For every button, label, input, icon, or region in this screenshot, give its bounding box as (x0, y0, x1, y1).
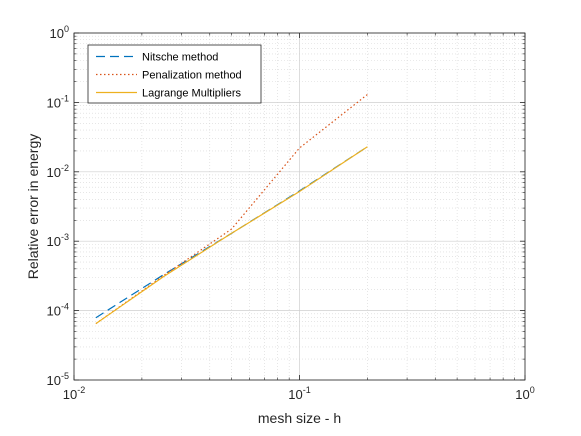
legend: Nitsche method Penalization method Lagra… (87, 44, 262, 104)
y-tick-label: 10-2 (47, 163, 69, 180)
series-line-penalization (95, 94, 368, 325)
x-tick-label: 10-2 (63, 385, 85, 402)
y-axis-label: Relative error in energy (25, 134, 41, 280)
legend-label-nitsche: Nitsche method (142, 52, 218, 64)
x-tick-labels: 10-2 10-1 100 (63, 385, 535, 402)
y-tick-label: 10-4 (47, 302, 69, 319)
y-tick-label: 10-1 (47, 93, 69, 110)
y-tick-label: 10-5 (47, 371, 69, 388)
series-lines (95, 94, 368, 325)
x-axis-label: mesh size - h (258, 410, 341, 426)
tick-marks (73, 32, 526, 381)
x-tick-label: 10-1 (288, 385, 310, 402)
legend-label-penalization: Penalization method (142, 70, 242, 82)
series-line-lagrange (95, 146, 368, 325)
y-tick-labels: 10-5 10-4 10-3 10-2 10-1 100 (47, 24, 69, 388)
y-tick-label: 100 (50, 24, 69, 41)
y-tick-label: 10-3 (47, 232, 69, 249)
legend-label-lagrange: Lagrange Multipliers (142, 88, 242, 100)
x-tick-label: 100 (515, 385, 534, 402)
